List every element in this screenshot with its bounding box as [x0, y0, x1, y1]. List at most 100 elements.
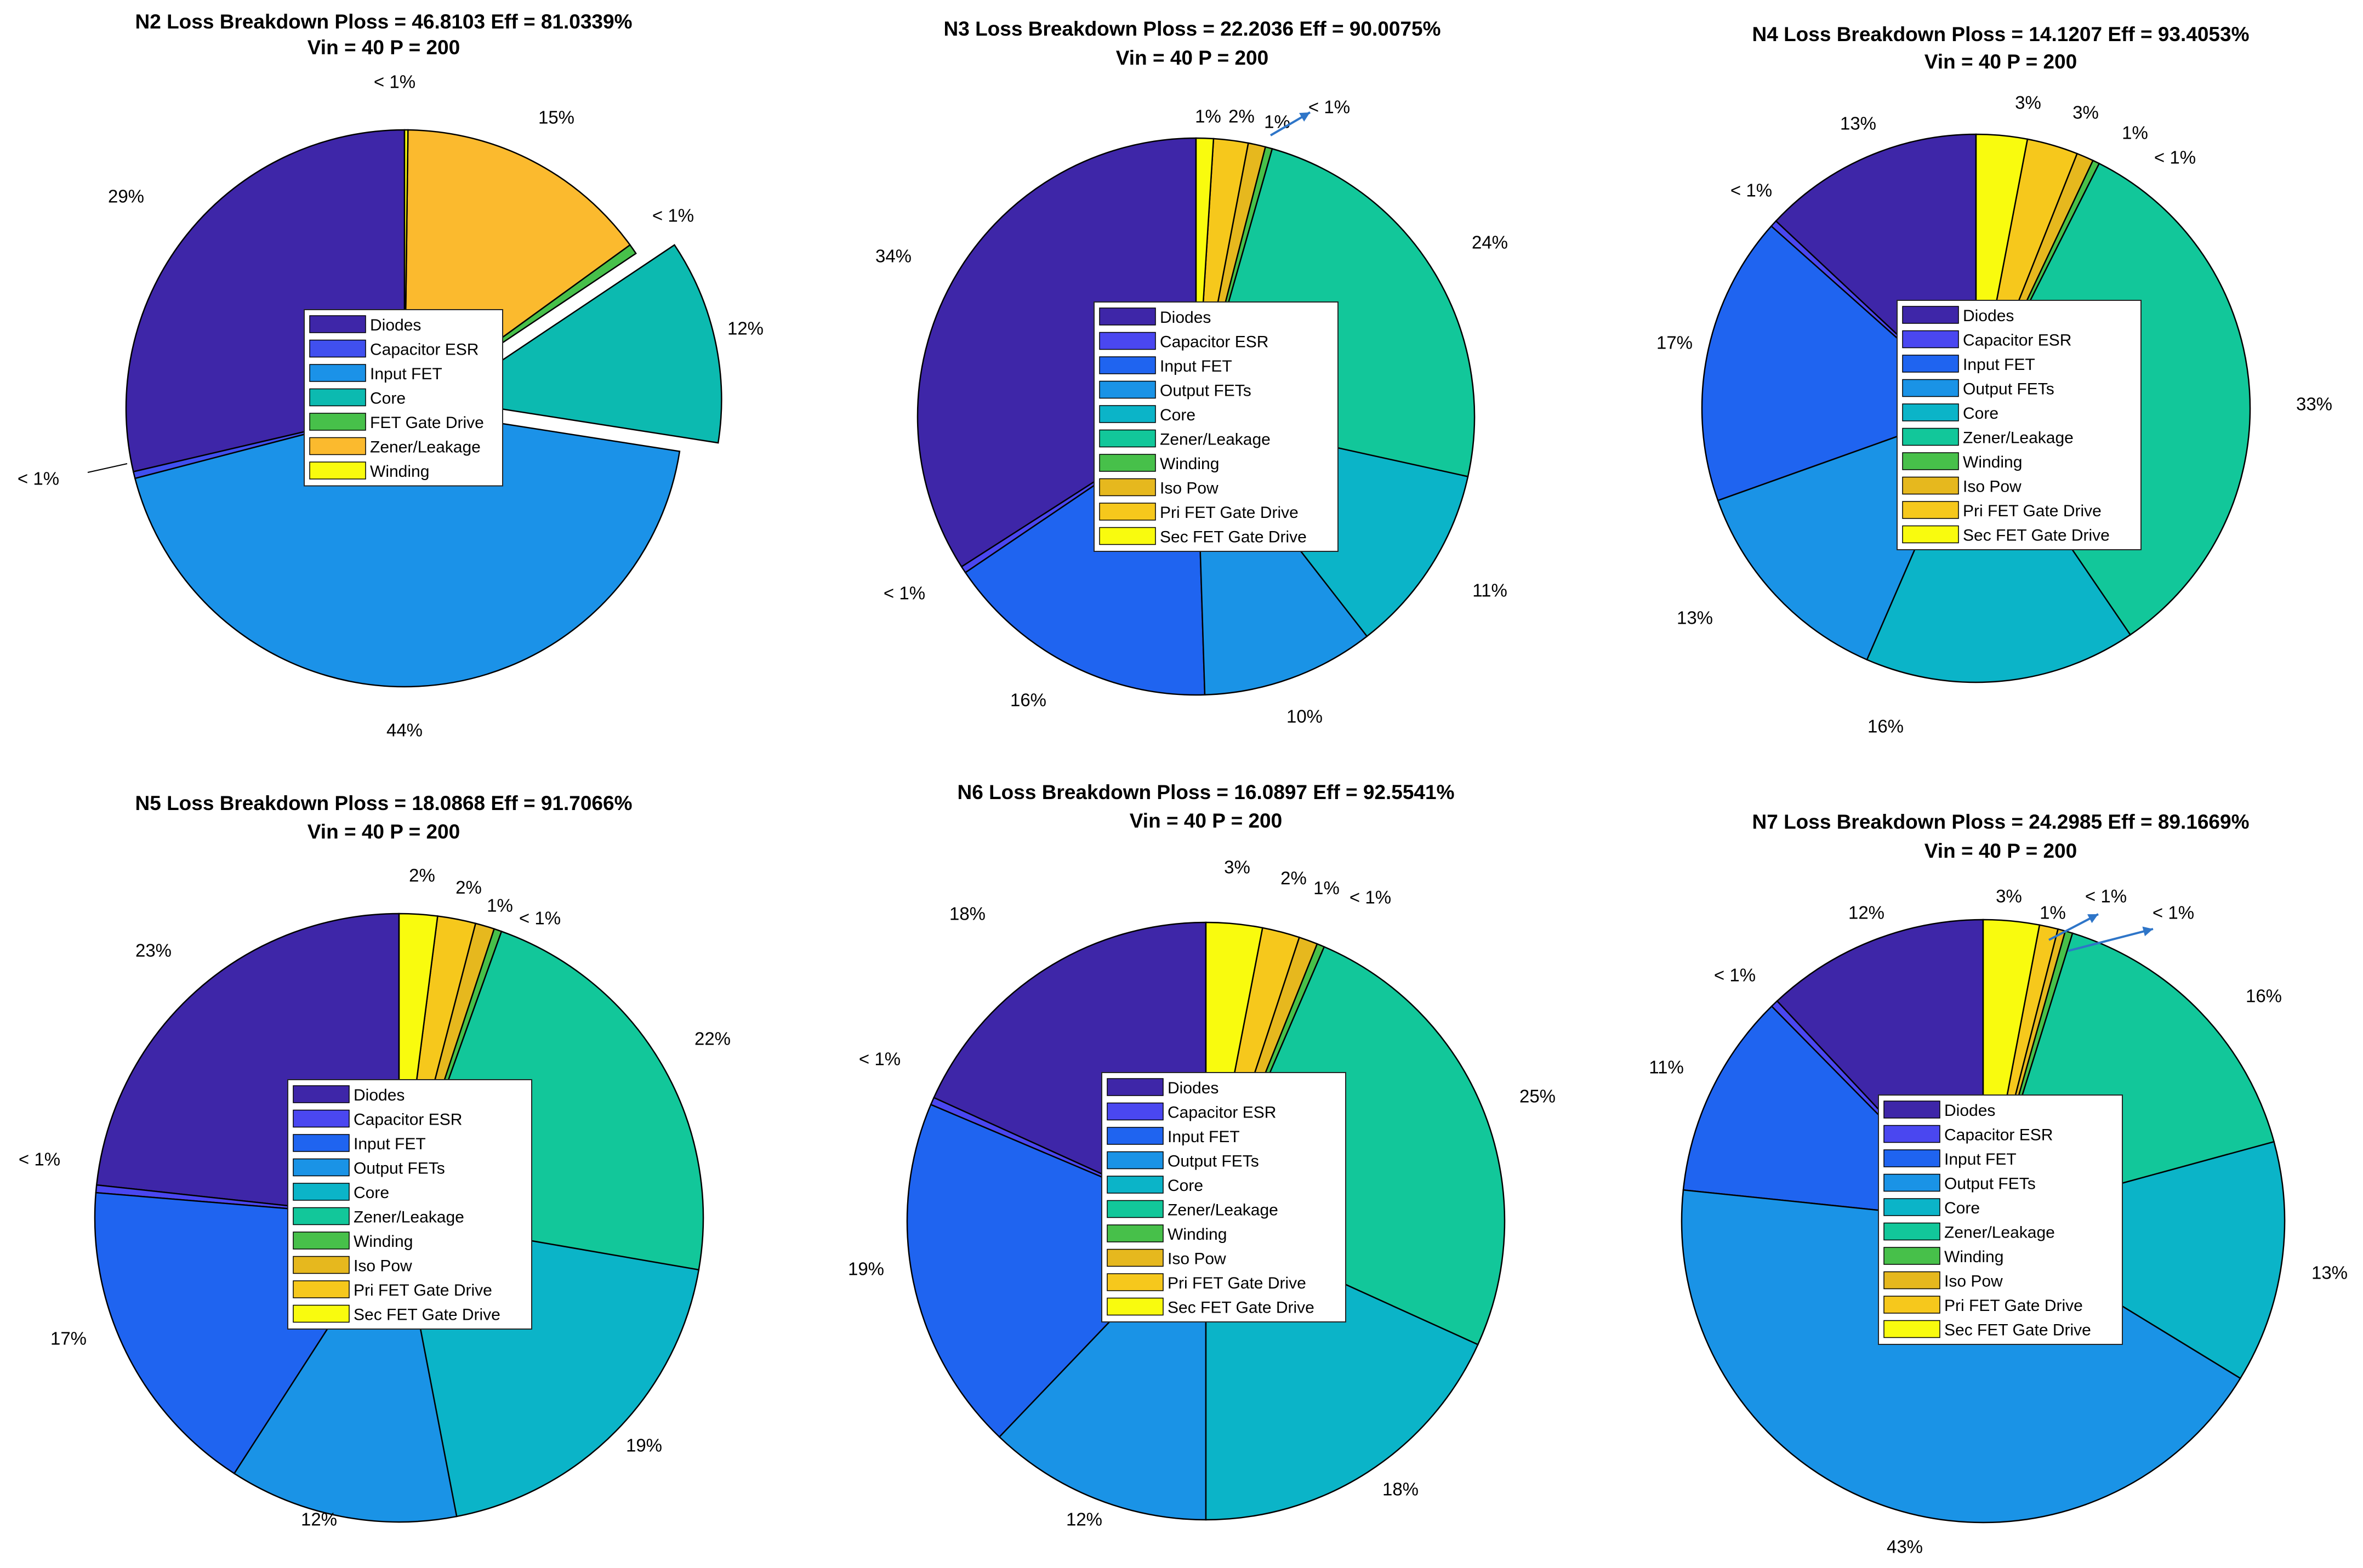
legend-entry-pri-fet-gate-drive: Pri FET Gate Drive — [1168, 1274, 1306, 1292]
legend-entry-input-fet: Input FET — [1168, 1128, 1240, 1146]
legend-entry-diodes: Diodes — [1963, 307, 2014, 325]
legend-entry-pri-fet-gate-drive: Pri FET Gate Drive — [1160, 504, 1299, 522]
data-label-input-fet: 16% — [1010, 690, 1046, 710]
data-label-pri-fet-gate-drive: 2% — [1280, 868, 1307, 888]
legend-swatch-sec-fet-gate-drive — [293, 1304, 350, 1323]
legend-entry-capacitor-esr: Capacitor ESR — [370, 341, 479, 359]
data-label-capacitor-esr: < 1% — [1714, 965, 1756, 985]
chart-subtitle: Vin = 40 P = 200 — [1924, 50, 2077, 73]
legend-swatch-iso-pow — [293, 1256, 350, 1274]
data-label-input-fet: 44% — [386, 720, 423, 740]
data-label-input-fet: 17% — [50, 1328, 87, 1349]
legend-swatch-sec-fet-gate-drive — [1902, 525, 1959, 544]
data-label-iso-pow: 1% — [487, 896, 513, 916]
data-label-pri-fet-gate-drive: 1% — [2040, 903, 2066, 923]
legend-entry-input-fet: Input FET — [1944, 1150, 2017, 1168]
legend: Diodes Capacitor ESR Input FET Output FETs C… — [1897, 300, 2142, 550]
data-label-output-fets: 10% — [1286, 706, 1323, 727]
legend-entry-zener-leakage: Zener/Leakage — [1944, 1224, 2055, 1242]
legend-swatch-diodes — [1902, 306, 1959, 324]
chart-title: N6 Loss Breakdown Ploss = 16.0897 Eff = … — [958, 781, 1455, 803]
data-label-diodes: 34% — [875, 246, 912, 266]
legend-swatch-winding — [1107, 1224, 1164, 1242]
data-label-sec-fet-gate-drive: 1% — [1264, 112, 1290, 132]
legend-entry-core: Core — [354, 1184, 389, 1202]
data-label-diodes: 23% — [135, 940, 172, 961]
legend-entry-winding: Winding — [1160, 455, 1219, 473]
data-label-diodes: 12% — [1848, 903, 1884, 923]
legend-entry-input-fet: Input FET — [1963, 356, 2035, 374]
legend-entry-diodes: Diodes — [1160, 309, 1211, 327]
legend-swatch-pri-fet-gate-drive — [1099, 503, 1156, 521]
legend-swatch-core — [1099, 405, 1156, 423]
leader-line-capacitor-esr — [87, 463, 128, 473]
pie-panel-n3: N3 Loss Breakdown Ploss = 22.2036 Eff = … — [875, 18, 1508, 727]
data-label-pri-fet-gate-drive: 2% — [455, 877, 482, 898]
data-label-sec-fet-gate-drive: 3% — [2015, 93, 2041, 113]
legend-swatch-zener-leakage — [1099, 429, 1156, 448]
legend: Diodes Capacitor ESR Input FET Core FET Gate… — [304, 309, 503, 487]
callout-arrow-winding — [2068, 928, 2154, 952]
pie-panel-n2: N2 Loss Breakdown Ploss = 46.8103 Eff = … — [18, 10, 764, 740]
slice-core — [441, 244, 722, 444]
data-label-winding: < 1% — [1308, 97, 1350, 117]
legend-entry-iso-pow: Iso Pow — [1963, 478, 2022, 496]
legend-swatch-zener-leakage — [293, 1207, 350, 1225]
data-label-output-fets: 43% — [1887, 1537, 1923, 1557]
legend-entry-zener-leakage: Zener/Leakage — [370, 438, 481, 457]
legend-swatch-diodes — [1883, 1101, 1940, 1119]
legend-swatch-capacitor-esr — [1107, 1102, 1164, 1121]
data-label-core: 13% — [2311, 1263, 2348, 1283]
legend-swatch-winding — [1099, 454, 1156, 472]
legend-swatch-winding — [293, 1231, 350, 1250]
data-label-core: 19% — [626, 1435, 662, 1456]
legend-swatch-core — [1883, 1198, 1940, 1216]
data-label-core: 12% — [727, 318, 764, 339]
legend-entry-zener-leakage: Zener/Leakage — [1963, 429, 2074, 447]
arrowhead-icon — [2087, 914, 2098, 923]
legend-entry-core: Core — [1963, 404, 1998, 423]
legend-entry-capacitor-esr: Capacitor ESR — [1944, 1126, 2053, 1144]
data-label-core: 16% — [1867, 716, 1904, 737]
legend-swatch-iso-pow — [1099, 478, 1156, 497]
chart-subtitle: Vin = 40 P = 200 — [1130, 809, 1282, 832]
legend-swatch-zener-leakage — [1107, 1200, 1164, 1218]
legend-entry-winding: Winding — [1168, 1225, 1227, 1244]
chart-subtitle: Vin = 40 P = 200 — [1924, 840, 2077, 862]
data-label-input-fet: 11% — [1649, 1057, 1684, 1077]
legend-swatch-zener-leakage — [1883, 1222, 1940, 1241]
legend-swatch-capacitor-esr — [1902, 330, 1959, 349]
legend-swatch-output-fets — [1902, 379, 1959, 397]
legend-swatch-output-fets — [293, 1158, 350, 1177]
legend-entry-core: Core — [1160, 406, 1195, 424]
data-label-diodes: 18% — [949, 904, 986, 924]
legend-swatch-core — [1107, 1176, 1164, 1194]
data-label-capacitor-esr: < 1% — [18, 469, 59, 489]
data-label-output-fets: 12% — [301, 1509, 337, 1530]
data-label-diodes: 13% — [1840, 113, 1876, 134]
chart-subtitle: Vin = 40 P = 200 — [308, 820, 460, 843]
data-label-winding: < 1% — [2153, 903, 2194, 923]
data-label-winding: < 1% — [374, 72, 415, 92]
legend-entry-fet-gate-drive: FET Gate Drive — [370, 414, 484, 432]
legend-entry-output-fets: Output FETs — [1168, 1153, 1259, 1171]
data-label-input-fet: 19% — [848, 1259, 884, 1279]
legend-entry-sec-fet-gate-drive: Sec FET Gate Drive — [1160, 528, 1307, 546]
legend-swatch-input-fet — [1107, 1127, 1164, 1145]
legend-swatch-output-fets — [1107, 1151, 1164, 1170]
legend-swatch-input-fet — [1883, 1149, 1940, 1167]
legend-swatch-input-fet — [1902, 355, 1959, 373]
data-label-zener-leakage: 16% — [2246, 986, 2282, 1006]
data-label-fet-gate-drive: < 1% — [652, 206, 694, 226]
legend-swatch-capacitor-esr — [309, 339, 366, 358]
arrowhead-icon — [2142, 926, 2153, 937]
data-label-sec-fet-gate-drive: 3% — [1224, 857, 1250, 877]
legend: Diodes Capacitor ESR Input FET Output FETs C… — [287, 1079, 532, 1330]
legend-swatch-sec-fet-gate-drive — [1107, 1297, 1164, 1316]
legend-entry-output-fets: Output FETs — [354, 1160, 445, 1178]
legend-entry-winding: Winding — [354, 1233, 413, 1251]
data-label-capacitor-esr: < 1% — [859, 1049, 901, 1069]
legend-swatch-core — [293, 1183, 350, 1201]
data-label-zener-leakage: 24% — [1472, 232, 1508, 253]
